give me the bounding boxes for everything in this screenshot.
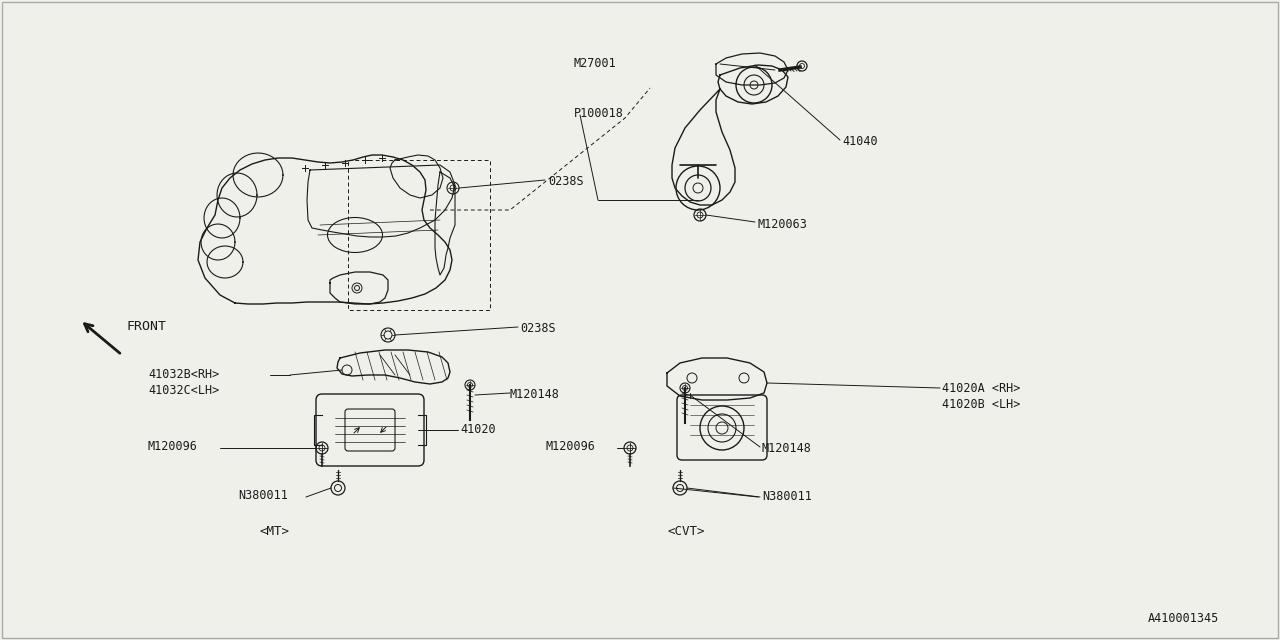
Text: M120063: M120063 xyxy=(758,218,808,231)
Text: 0238S: 0238S xyxy=(520,322,556,335)
Text: M120148: M120148 xyxy=(762,442,812,455)
Text: 41020B <LH>: 41020B <LH> xyxy=(942,398,1020,411)
FancyBboxPatch shape xyxy=(677,395,767,460)
Text: M27001: M27001 xyxy=(573,57,616,70)
Text: <CVT>: <CVT> xyxy=(668,525,705,538)
Text: <MT>: <MT> xyxy=(260,525,291,538)
Text: 41032B<RH>: 41032B<RH> xyxy=(148,368,219,381)
Text: M120096: M120096 xyxy=(148,440,198,453)
Text: 41032C<LH>: 41032C<LH> xyxy=(148,384,219,397)
Text: M120096: M120096 xyxy=(545,440,595,453)
Text: P100018: P100018 xyxy=(573,107,623,120)
Text: M120148: M120148 xyxy=(509,388,559,401)
Text: FRONT: FRONT xyxy=(127,320,166,333)
Text: N380011: N380011 xyxy=(238,489,288,502)
Text: A410001345: A410001345 xyxy=(1148,612,1220,625)
Text: 0238S: 0238S xyxy=(548,175,584,188)
Text: 41040: 41040 xyxy=(842,135,878,148)
Text: N380011: N380011 xyxy=(762,490,812,503)
Text: 41020A <RH>: 41020A <RH> xyxy=(942,382,1020,395)
FancyBboxPatch shape xyxy=(346,409,396,451)
FancyBboxPatch shape xyxy=(316,394,424,466)
Text: 41020: 41020 xyxy=(460,423,495,436)
